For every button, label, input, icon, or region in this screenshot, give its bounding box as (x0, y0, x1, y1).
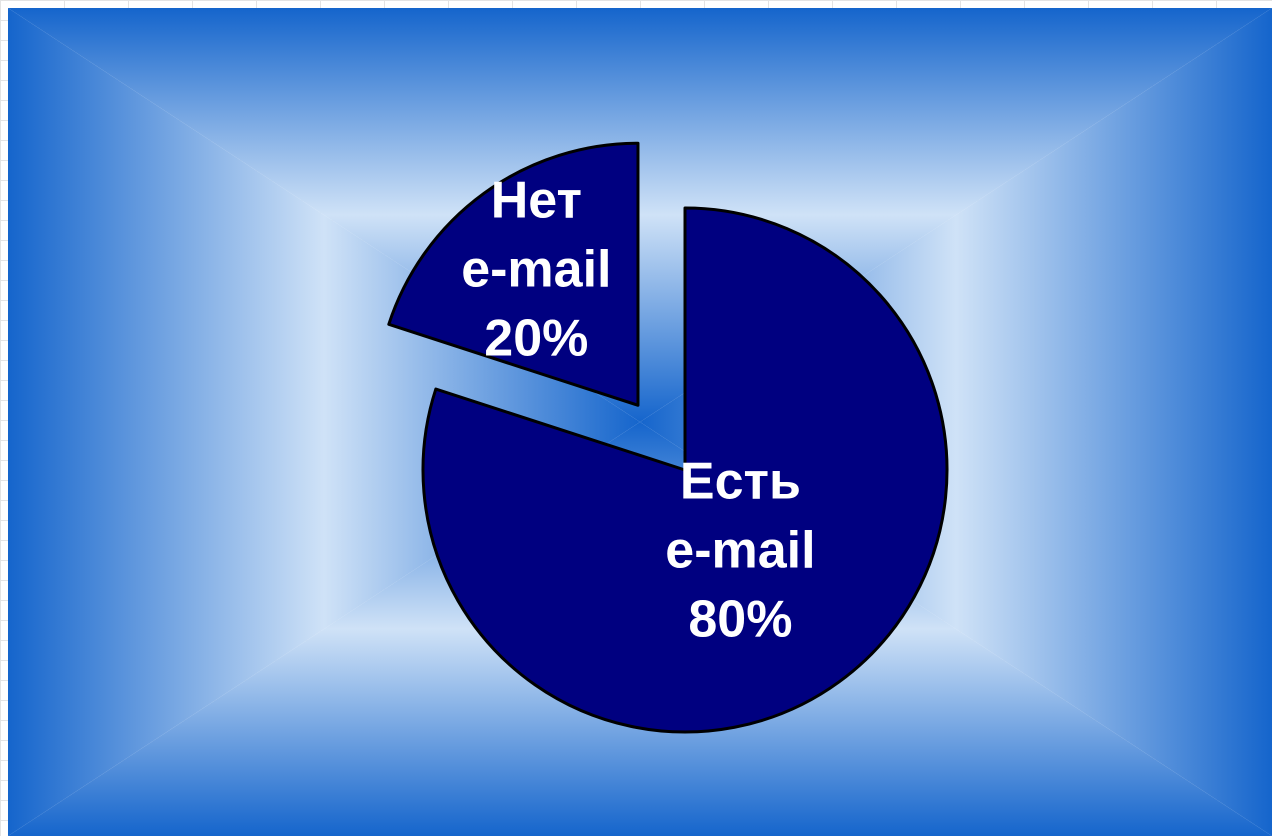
chart-area[interactable]: Есть e-mail 80% Нет e-mail 20% (8, 8, 1272, 836)
slice-label-label-line2: e-mail (461, 240, 611, 298)
slice-label-1: Есть e-mail 80% (665, 452, 815, 648)
slice-label-label-line2: e-mail (665, 521, 815, 579)
pie-slice-1[interactable] (421, 206, 949, 734)
slice-label-label-line1: Есть (680, 452, 801, 510)
slice-label-2: Нет e-mail 20% (461, 171, 611, 367)
chart-background (8, 8, 1272, 836)
slice-label-percent-label: 80% (688, 590, 792, 648)
slice-label-label-line1: Нет (491, 171, 582, 229)
pie-chart: Есть e-mail 80% Нет e-mail 20% (387, 141, 949, 734)
slice-label-percent-label: 20% (484, 309, 588, 367)
pie-slice-2[interactable] (387, 141, 640, 407)
